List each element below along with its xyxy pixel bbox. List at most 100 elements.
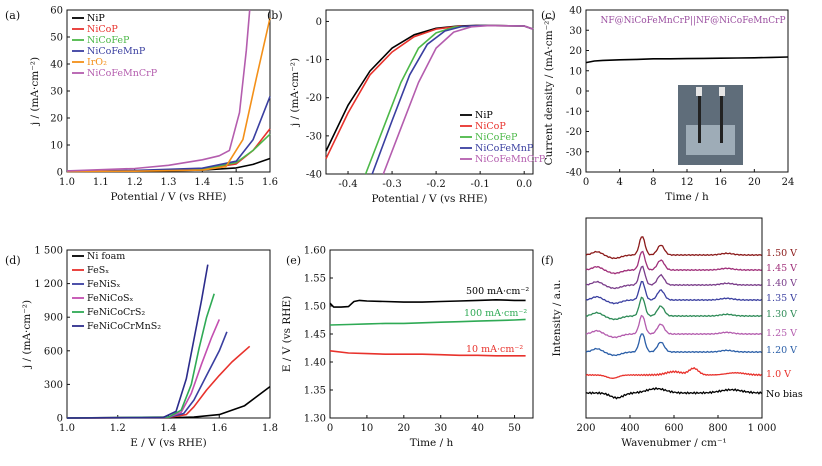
series-line (66, 345, 251, 419)
x-tick-label: 20 (748, 177, 761, 188)
inset-electrode (720, 95, 723, 143)
y-tick-label: 1 500 (34, 246, 63, 257)
x-tick-label: 10 (361, 423, 374, 434)
legend-label: NiCoFeP (475, 132, 518, 143)
x-tick-label: 600 (664, 423, 683, 434)
x-tick-label: 30 (434, 423, 447, 434)
x-tick-label: 1.5 (228, 177, 244, 188)
series-line (66, 385, 271, 419)
series-label: 1.40 V (766, 278, 797, 289)
panel-label: (c) (541, 9, 556, 22)
x-tick-label: 40 (471, 423, 484, 434)
panel-label: (a) (5, 9, 20, 22)
series-line (585, 236, 762, 260)
series-line (382, 24, 534, 175)
y-tick-label: -20 (306, 93, 322, 104)
series-label: 1.25 V (766, 328, 797, 339)
x-axis-label: Potential / V (vs RHE) (371, 193, 487, 205)
legend-label: NiCoFeP (87, 35, 130, 46)
series-label: 1.35 V (766, 293, 797, 304)
y-tick-label: 1 200 (34, 279, 63, 290)
legend-label: NiCoFeMnP (87, 46, 146, 57)
series-line (66, 293, 215, 419)
y-tick-label: 60 (50, 6, 63, 17)
x-tick-label: 1.0 (59, 177, 75, 188)
panel-label: (e) (286, 254, 301, 267)
y-tick-label: -40 (566, 168, 582, 179)
series-line (66, 264, 209, 419)
legend-label: FeSₓ (87, 265, 109, 276)
series-line (585, 314, 762, 339)
series-line (585, 333, 762, 357)
y-tick-label: 0 (57, 168, 63, 179)
x-tick-label: 1.4 (194, 177, 210, 188)
plot-frame (585, 217, 763, 419)
series-line (66, 331, 228, 419)
series-line (329, 318, 526, 326)
x-axis-label: Time / h (410, 437, 454, 449)
y-tick-label: 30 (50, 87, 63, 98)
y-axis-label: Current density / (mA·cm⁻²) (543, 17, 555, 166)
x-axis-label: Time / h (665, 191, 709, 203)
y-tick-label: 1.55 (304, 274, 326, 285)
y-tick-label: 1.45 (304, 330, 326, 341)
y-tick-label: -30 (566, 147, 582, 158)
x-tick-label: 400 (620, 423, 639, 434)
series-line (329, 298, 526, 308)
y-axis-label: j / (mA·cm⁻²) (29, 57, 41, 127)
x-tick-label: 0 (327, 423, 333, 434)
y-tick-label: 1.35 (304, 386, 326, 397)
y-tick-label: 600 (44, 346, 63, 357)
x-tick-label: 1.3 (161, 177, 177, 188)
y-tick-label: 0 (316, 17, 322, 28)
x-tick-label: 1.6 (262, 177, 278, 188)
series-label: No bias (766, 389, 803, 400)
plot-frame (329, 249, 534, 419)
series-label: 1.50 V (766, 248, 797, 259)
panel-6: (f) 200 400 600 800 1 000 Wavenubmer / cm⁻¹ Int… (541, 217, 803, 449)
y-tick-label: -20 (566, 127, 582, 138)
legend-label: NiCoFeMnCrP (87, 68, 158, 79)
x-tick-label: 20 (397, 423, 410, 434)
series-line (329, 350, 526, 357)
y-tick-label: 900 (44, 313, 63, 324)
y-tick-label: 40 (569, 6, 582, 17)
series-line (585, 280, 762, 305)
y-tick-label: 10 (569, 66, 582, 77)
y-tick-label: 1.30 (304, 414, 326, 425)
series-line (586, 265, 762, 290)
legend-label: NiP (87, 13, 105, 24)
x-tick-label: -0.4 (338, 179, 357, 190)
legend-label: NiCoFeMnCrP (475, 154, 546, 165)
x-tick-label: 4 (616, 177, 622, 188)
x-tick-label: 1.2 (110, 423, 126, 434)
x-axis-label: Potential / V (vs RHE) (110, 191, 226, 203)
y-axis-label: j / (mA·cm⁻²) (21, 300, 33, 370)
panel-5: (e) 0 10 20 30 40 50 1.30 1.35 1.40 1.45 1.50 1.55 1.… (281, 246, 534, 449)
x-tick-label: 1.6 (211, 423, 227, 434)
x-tick-label: 1 000 (748, 423, 777, 434)
y-tick-label: -30 (306, 131, 322, 142)
x-tick-label: 16 (714, 177, 727, 188)
inset-clip (696, 87, 702, 96)
series-line (585, 296, 762, 321)
y-tick-label: -10 (566, 107, 582, 118)
x-tick-label: 1.1 (93, 177, 109, 188)
series-line (585, 250, 762, 275)
x-tick-label: -0.3 (382, 179, 401, 190)
y-tick-label: -10 (306, 55, 322, 66)
series-label: 1.20 V (766, 345, 797, 356)
x-tick-label: 1.4 (161, 423, 177, 434)
x-tick-label: 50 (508, 423, 521, 434)
panel-label: (d) (5, 254, 21, 267)
inset-electrode (698, 95, 701, 143)
x-tick-label: 0 (583, 177, 589, 188)
panel-4: (d) 1.0 1.2 1.4 1.6 1.8 0 300 600 900 1 200 1 500 E … (5, 246, 278, 450)
legend-label: NiCoP (87, 24, 118, 35)
legend-label: FeNiSₓ (87, 279, 121, 290)
inset-clip (719, 87, 725, 96)
panel-1: (a) 1.0 1.1 1.2 1.3 1.4 1.5 1.6 0 10 20 30 40 50 60 Pot… (5, 6, 278, 204)
panel-3: (c) 0 4 8 12 16 20 24 -40 -30 -20 -10 0 10 20 30 40 Time … (541, 6, 794, 204)
x-tick-label: -0.2 (426, 179, 445, 190)
